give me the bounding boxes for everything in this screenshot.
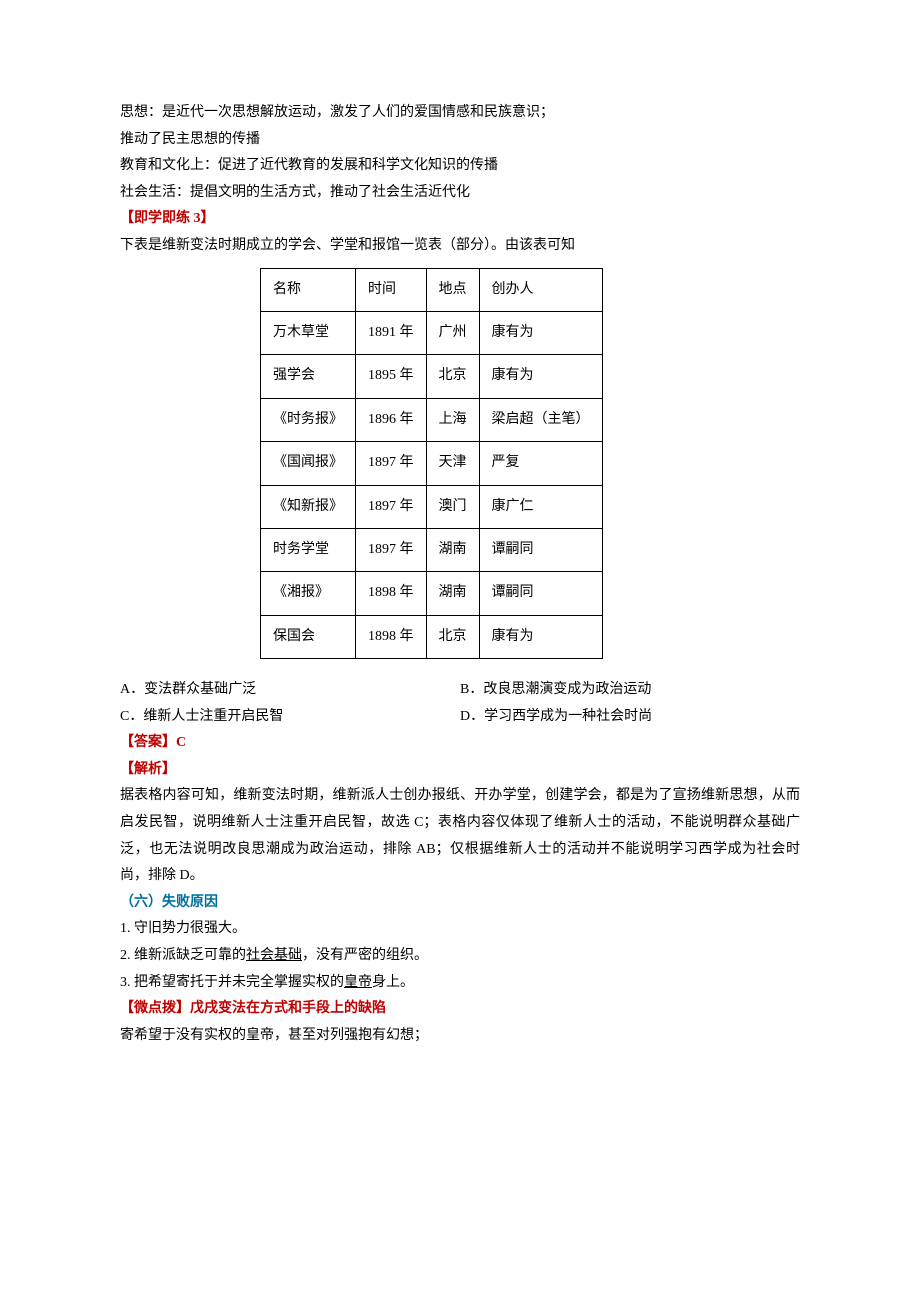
th-founder: 创办人 (479, 268, 602, 311)
intro-line-4: 社会生活：提倡文明的生活方式，推动了社会生活近代化 (120, 180, 800, 207)
fail-reason-3-prefix: 3. 把希望寄托于并未完全掌握实权的 (120, 975, 344, 990)
cell-time: 1897 年 (356, 485, 427, 528)
cell-place: 北京 (426, 615, 479, 658)
cell-founder: 梁启超（主笔） (479, 398, 602, 441)
cell-time: 1891 年 (356, 311, 427, 354)
fail-reason-1: 1. 守旧势力很强大。 (120, 916, 800, 943)
table-row: 时务学堂 1897 年 湖南 谭嗣同 (261, 528, 603, 571)
fail-reason-2: 2. 维新派缺乏可靠的社会基础，没有严密的组织。 (120, 943, 800, 970)
options-row-1: A．变法群众基础广泛 B．改良思潮演变成为政治运动 (120, 677, 800, 704)
page-container: 思想：是近代一次思想解放运动，激发了人们的爱国情感和民族意识； 推动了民主思想的… (0, 0, 920, 1302)
cell-time: 1895 年 (356, 355, 427, 398)
cell-place: 上海 (426, 398, 479, 441)
fail-reason-2-underline: 社会基础 (246, 948, 302, 963)
cell-place: 北京 (426, 355, 479, 398)
option-d: D．学习西学成为一种社会时尚 (460, 704, 800, 731)
cell-name: 《知新报》 (261, 485, 356, 528)
cell-place: 湖南 (426, 572, 479, 615)
cell-time: 1897 年 (356, 528, 427, 571)
table-intro: 下表是维新变法时期成立的学会、学堂和报馆一览表（部分）。由该表可知 (120, 233, 800, 260)
fail-reason-2-suffix: ，没有严密的组织。 (302, 948, 428, 963)
analysis-text: 据表格内容可知，维新变法时期，维新派人士创办报纸、开办学堂，创建学会，都是为了宣… (120, 783, 800, 889)
cell-founder: 谭嗣同 (479, 572, 602, 615)
cell-founder: 康有为 (479, 615, 602, 658)
section6-title: （六）失败原因 (120, 890, 800, 917)
cell-time: 1897 年 (356, 442, 427, 485)
cell-name: 时务学堂 (261, 528, 356, 571)
table-row: 强学会 1895 年 北京 康有为 (261, 355, 603, 398)
fail-reason-3: 3. 把希望寄托于并未完全掌握实权的皇帝身上。 (120, 970, 800, 997)
practice-heading: 【即学即练 3】 (120, 206, 800, 233)
cell-name: 《湘报》 (261, 572, 356, 615)
table-row: 《国闻报》 1897 年 天津 严复 (261, 442, 603, 485)
cell-name: 保国会 (261, 615, 356, 658)
cell-founder: 谭嗣同 (479, 528, 602, 571)
cell-place: 湖南 (426, 528, 479, 571)
intro-line-3: 教育和文化上：促进了近代教育的发展和科学文化知识的传播 (120, 153, 800, 180)
th-name: 名称 (261, 268, 356, 311)
cell-name: 强学会 (261, 355, 356, 398)
cell-time: 1898 年 (356, 615, 427, 658)
cell-name: 万木草堂 (261, 311, 356, 354)
cell-place: 天津 (426, 442, 479, 485)
option-c: C．维新人士注重开启民智 (120, 704, 460, 731)
intro-line-2: 推动了民主思想的传播 (120, 127, 800, 154)
answer-label: 【答案】C (120, 730, 800, 757)
cell-place: 广州 (426, 311, 479, 354)
tip-heading: 【微点拨】戊戌变法在方式和手段上的缺陷 (120, 996, 800, 1023)
cell-time: 1898 年 (356, 572, 427, 615)
table-row: 《知新报》 1897 年 澳门 康广仁 (261, 485, 603, 528)
cell-name: 《时务报》 (261, 398, 356, 441)
fail-reason-3-suffix: 身上。 (372, 975, 414, 990)
cell-founder: 康有为 (479, 355, 602, 398)
table-row: 万木草堂 1891 年 广州 康有为 (261, 311, 603, 354)
analysis-label: 【解析】 (120, 757, 800, 784)
table-row: 保国会 1898 年 北京 康有为 (261, 615, 603, 658)
cell-name: 《国闻报》 (261, 442, 356, 485)
tip-text: 寄希望于没有实权的皇帝，甚至对列强抱有幻想； (120, 1023, 800, 1050)
cell-place: 澳门 (426, 485, 479, 528)
fail-reason-2-prefix: 2. 维新派缺乏可靠的 (120, 948, 246, 963)
th-time: 时间 (356, 268, 427, 311)
table-row: 《湘报》 1898 年 湖南 谭嗣同 (261, 572, 603, 615)
intro-line-1: 思想：是近代一次思想解放运动，激发了人们的爱国情感和民族意识； (120, 100, 800, 127)
cell-founder: 康广仁 (479, 485, 602, 528)
fail-reason-3-underline: 皇帝 (344, 975, 372, 990)
option-a: A．变法群众基础广泛 (120, 677, 460, 704)
cell-founder: 康有为 (479, 311, 602, 354)
table-row: 《时务报》 1896 年 上海 梁启超（主笔） (261, 398, 603, 441)
th-place: 地点 (426, 268, 479, 311)
reform-table: 名称 时间 地点 创办人 万木草堂 1891 年 广州 康有为 强学会 1895… (260, 268, 603, 660)
option-b: B．改良思潮演变成为政治运动 (460, 677, 800, 704)
cell-time: 1896 年 (356, 398, 427, 441)
cell-founder: 严复 (479, 442, 602, 485)
table-header-row: 名称 时间 地点 创办人 (261, 268, 603, 311)
options-row-2: C．维新人士注重开启民智 D．学习西学成为一种社会时尚 (120, 704, 800, 731)
